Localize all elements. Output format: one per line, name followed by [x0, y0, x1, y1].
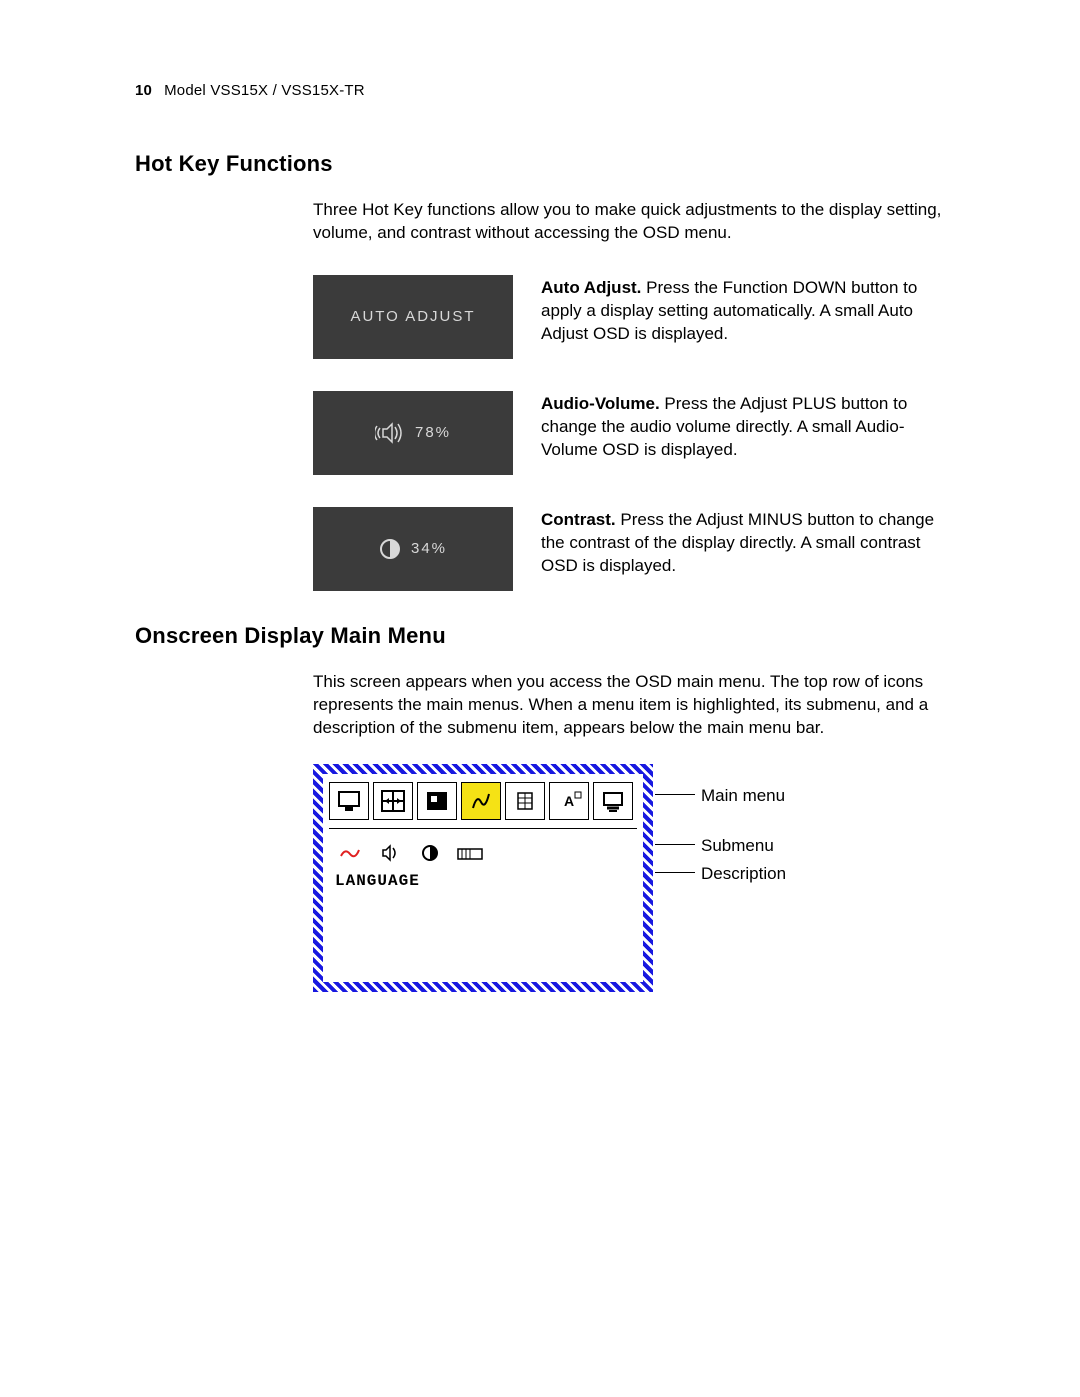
section-osd-intro: This screen appears when you access the … — [313, 671, 950, 740]
hotkey-bold: Auto Adjust. — [541, 278, 641, 297]
osd-auto-adjust: AUTO ADJUST — [313, 275, 513, 359]
section-osd-title: Onscreen Display Main Menu — [135, 623, 950, 649]
hotkey-row-contrast: 34% Contrast. Press the Adjust MINUS but… — [313, 507, 950, 591]
osd-divider — [329, 828, 637, 829]
label-submenu: Submenu — [701, 834, 774, 858]
osd-volume-value: 78% — [415, 424, 451, 441]
hotkey-bold: Audio-Volume. — [541, 394, 660, 413]
osd-label-callouts: Main menu Submenu Description — [669, 764, 839, 992]
osd-main-icon — [417, 782, 457, 820]
osd-sub-icon — [375, 842, 405, 864]
callout-line — [655, 872, 695, 873]
osd-main-icon-highlighted — [461, 782, 501, 820]
osd-main-icon — [505, 782, 545, 820]
label-description: Description — [701, 862, 786, 886]
osd-sub-row — [335, 842, 485, 864]
model-name: Model VSS15X / VSS15X-TR — [164, 82, 365, 99]
hotkey-row-volume: 78% Audio-Volume. Press the Adjust PLUS … — [313, 391, 950, 475]
section-hotkey-intro: Three Hot Key functions allow you to mak… — [313, 199, 950, 245]
osd-description-text: LANGUAGE — [335, 872, 420, 890]
svg-text:A: A — [564, 793, 574, 809]
osd-sub-icon — [415, 842, 445, 864]
osd-sub-icon — [455, 842, 485, 864]
page-number: 10 — [135, 82, 152, 99]
section-hotkey-title: Hot Key Functions — [135, 151, 950, 177]
osd-volume: 78% — [313, 391, 513, 475]
callout-line — [655, 794, 695, 795]
speaker-icon — [375, 421, 405, 445]
osd-contrast: 34% — [313, 507, 513, 591]
osd-auto-adjust-label: AUTO ADJUST — [350, 308, 475, 325]
osd-main-icon: A — [549, 782, 589, 820]
callout-line — [655, 844, 695, 845]
label-main-menu: Main menu — [701, 784, 785, 808]
osd-main-menu-screenshot: A LANGUAGE — [313, 764, 653, 992]
osd-main-icon — [373, 782, 413, 820]
osd-main-row: A — [329, 780, 637, 822]
hotkey-row-auto-adjust: AUTO ADJUST Auto Adjust. Press the Funct… — [313, 275, 950, 359]
hotkey-bold: Contrast. — [541, 510, 616, 529]
hotkey-text-volume: Audio-Volume. Press the Adjust PLUS butt… — [541, 391, 950, 462]
hotkey-text-contrast: Contrast. Press the Adjust MINUS button … — [541, 507, 950, 578]
contrast-icon — [379, 538, 401, 560]
osd-contrast-value: 34% — [411, 540, 447, 557]
osd-sub-icon — [335, 842, 365, 864]
page-header: 10 Model VSS15X / VSS15X-TR — [135, 82, 950, 99]
hotkey-text-auto-adjust: Auto Adjust. Press the Function DOWN but… — [541, 275, 950, 346]
osd-main-icon — [593, 782, 633, 820]
osd-main-icon — [329, 782, 369, 820]
